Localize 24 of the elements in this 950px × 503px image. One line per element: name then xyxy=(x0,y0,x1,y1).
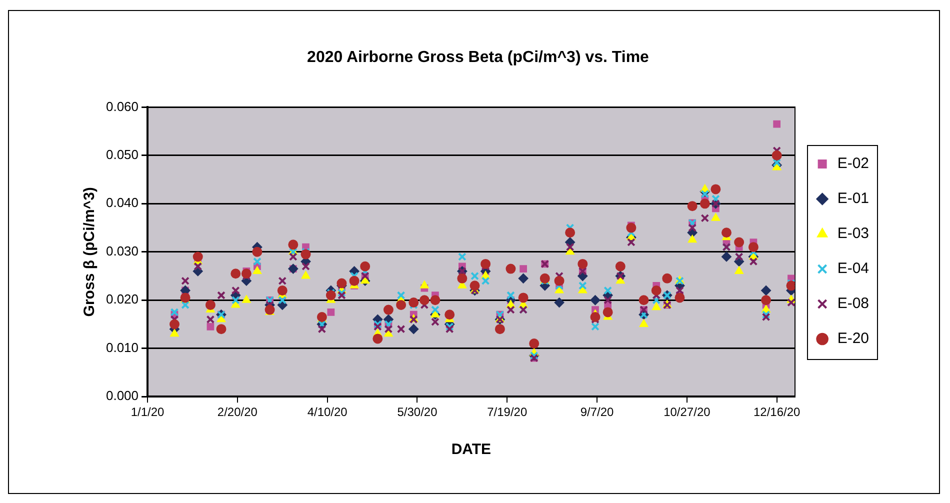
y-tick-label: 0.040 xyxy=(106,195,139,210)
legend-label: E-01 xyxy=(837,190,870,208)
x-tick-label: 2/20/20 xyxy=(217,405,258,420)
x-tick-label: 5/30/20 xyxy=(397,405,438,420)
y-tick-label: 0.030 xyxy=(106,243,139,258)
legend-label: E-02 xyxy=(837,155,870,172)
x-tick-label: 4/10/20 xyxy=(307,405,348,420)
x-tick-label: 12/16/20 xyxy=(753,405,801,420)
x-axis-title: DATE xyxy=(451,441,492,458)
x-tick-label: 10/27/20 xyxy=(664,405,711,420)
legend-label: E-08 xyxy=(837,295,870,312)
chart-title: 2020 Airborne Gross Beta (pCi/m^3) vs. Time xyxy=(307,49,650,66)
x-tick-label: 1/1/20 xyxy=(130,405,165,420)
legend-label: E-04 xyxy=(837,260,870,278)
y-tick-label: 0.000 xyxy=(106,388,139,404)
x-tick-label: 9/7/20 xyxy=(580,405,614,420)
y-axis-title: Gross β (pCi/m^3) xyxy=(81,187,98,317)
y-tick-label: 0.020 xyxy=(106,292,139,307)
y-tick-label: 0.050 xyxy=(106,147,139,162)
x-tick-label: 7/19/20 xyxy=(487,405,528,420)
legend-label: E-20 xyxy=(837,330,870,348)
legend-label: E-03 xyxy=(837,225,870,242)
y-tick-label: 0.010 xyxy=(106,340,139,355)
y-tick-label: 0.060 xyxy=(106,98,139,114)
